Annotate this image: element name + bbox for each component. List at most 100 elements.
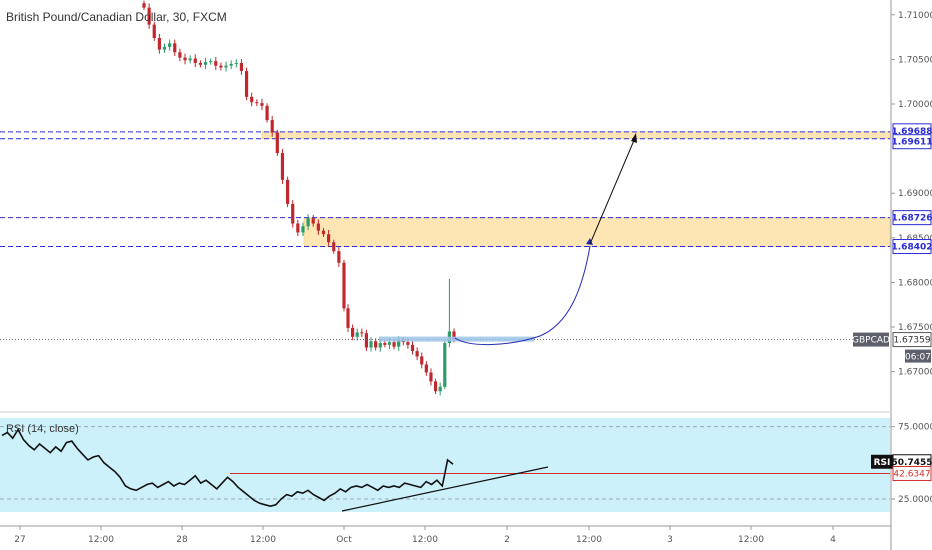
candle-body [374, 341, 378, 348]
candle-body [265, 105, 269, 121]
candle-body [306, 218, 310, 227]
candle-body [224, 65, 228, 68]
candle-body [239, 62, 244, 71]
candle-body [244, 70, 249, 97]
candle-body [332, 242, 336, 252]
level-price-tag [892, 210, 932, 226]
y-tick-label: 1.71000 [898, 11, 932, 21]
x-tick-label: 2 [504, 535, 510, 545]
rsi-background [0, 418, 890, 512]
symbol-tag-label: GBPCAD [852, 336, 890, 346]
rsi-line [1, 428, 454, 508]
rsi-indicator-label: RSI (14, close) [6, 423, 79, 435]
candle-body [203, 62, 208, 65]
x-tick-label: 12:00 [250, 535, 276, 545]
y-tick-label: 1.68000 [898, 278, 932, 288]
candle-body [424, 364, 428, 373]
supply-zone [303, 217, 891, 247]
candle-body [183, 57, 187, 61]
candle-body [397, 340, 401, 347]
candle-body [410, 344, 415, 352]
rsi-level-label: 42.6347 [893, 469, 930, 479]
candle-body [429, 372, 433, 382]
candle-body [321, 230, 326, 235]
candle-body [301, 226, 305, 233]
x-tick-label: 12:00 [88, 535, 114, 545]
level-price-label: 1.68726 [892, 214, 932, 224]
y-tick-label: 1.70000 [898, 100, 932, 110]
candle-body [168, 43, 172, 47]
candle-body [355, 332, 359, 337]
candle-body [285, 179, 290, 204]
rsi-trendline [341, 466, 549, 512]
candle-body [337, 251, 341, 263]
candle-body [346, 308, 350, 328]
candle-body [369, 341, 373, 348]
candle-body [364, 333, 369, 348]
candle-body [219, 65, 223, 68]
x-tick-label: 12:00 [576, 535, 602, 545]
candle-body [316, 223, 320, 231]
projection-arrow [589, 137, 636, 245]
candle-body [270, 120, 274, 133]
candle-body [193, 58, 197, 63]
level-price-tag [892, 134, 932, 150]
candle-body [173, 43, 177, 53]
rsi-tick-label: 25.0000 [898, 495, 932, 505]
candle-body [420, 356, 424, 365]
candle-body [406, 342, 410, 345]
candle-body [327, 234, 331, 243]
candle-body [415, 351, 419, 357]
candle-body [438, 386, 442, 392]
candle-body [142, 3, 146, 8]
candle-body [383, 343, 387, 345]
candle-body [157, 37, 161, 50]
candle-body [260, 103, 264, 106]
candle-body [342, 262, 346, 309]
y-tick-label: 1.68500 [898, 234, 932, 244]
candle-body [188, 58, 192, 61]
candle-body [443, 343, 447, 387]
x-tick-label: 27 [14, 535, 25, 545]
x-tick-label: 12:00 [738, 535, 764, 545]
supply-zone [261, 131, 891, 139]
level-price-label: 1.69611 [892, 138, 932, 148]
candle-body [378, 343, 382, 348]
candle-body [452, 331, 456, 340]
rsi-value-label: 50.7455 [892, 458, 932, 468]
candle-body [250, 96, 254, 103]
candle-body [291, 203, 295, 224]
candle-body [280, 153, 285, 180]
candle-body [178, 52, 182, 58]
candle-body [255, 102, 259, 104]
candle-body [162, 46, 167, 50]
candle-body [214, 61, 218, 66]
y-tick-label: 1.67500 [898, 323, 932, 333]
chart-title: British Pound/Canadian Dollar, 30, FXCM [6, 10, 227, 24]
candle-body [209, 61, 213, 63]
candle-body [147, 7, 151, 25]
projection-curve-arrowhead [586, 238, 593, 245]
candle-body [234, 62, 238, 64]
candle-body [387, 342, 392, 345]
candle-body [433, 381, 438, 392]
candle-body [152, 24, 156, 38]
candle-body [311, 218, 315, 224]
last-price-label: 1.67359 [893, 336, 930, 346]
candle-body [275, 132, 279, 154]
x-tick-label: 4 [830, 535, 836, 545]
x-tick-label: 12:00 [412, 535, 438, 545]
symbol-tag [853, 332, 889, 347]
countdown-label: 06:07 [905, 353, 931, 363]
candle-body [198, 62, 203, 65]
level-price-label: 1.69688 [892, 127, 932, 137]
projection-curve [454, 245, 591, 345]
y-tick-label: 1.69000 [898, 189, 932, 199]
level-price-label: 1.68402 [892, 243, 932, 253]
y-tick-label: 1.70500 [898, 55, 932, 65]
rsi-level-tag [892, 465, 932, 481]
x-tick-label: 3 [667, 535, 673, 545]
y-tick-label: 1.67000 [898, 368, 932, 378]
countdown-tag [905, 349, 931, 363]
